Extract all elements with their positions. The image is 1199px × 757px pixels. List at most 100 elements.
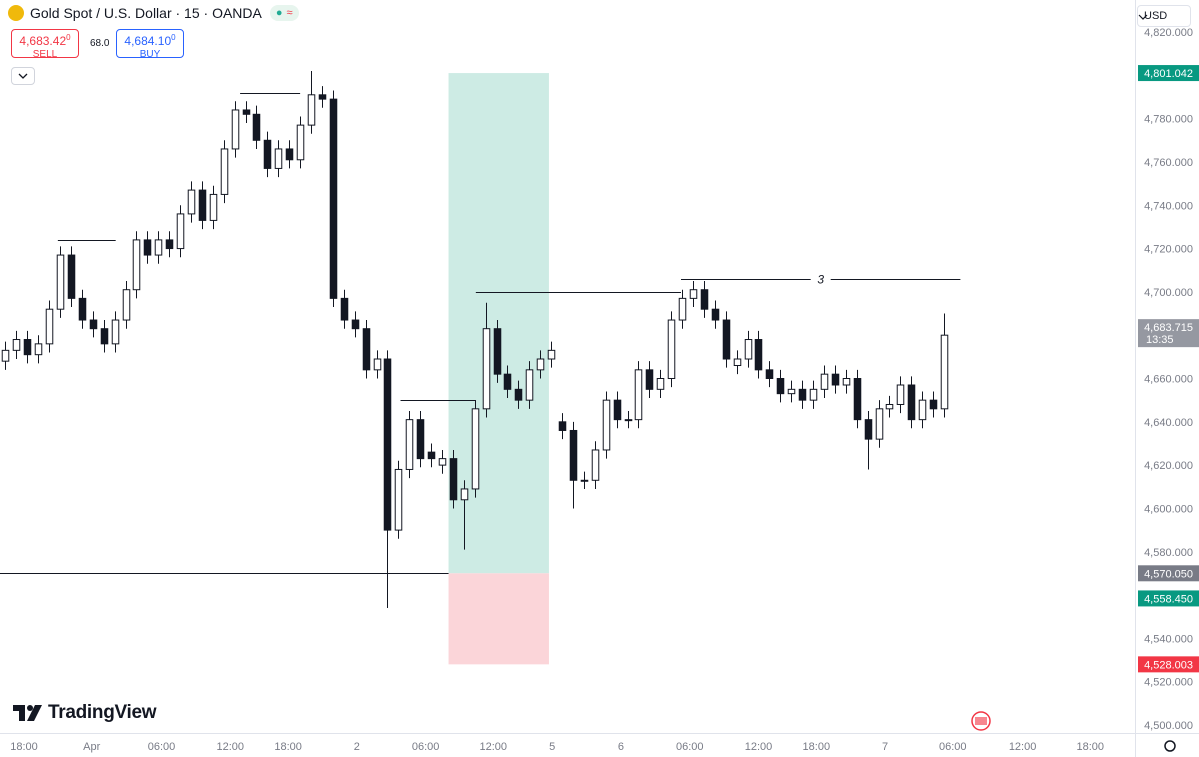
candle-body [667, 319, 676, 380]
candle-body [34, 343, 43, 356]
candle-body [242, 109, 251, 115]
candle-body [176, 213, 185, 250]
price-label-bg [1138, 319, 1199, 348]
level-label: 3 [817, 273, 824, 287]
x-tick-label: 12:00 [745, 741, 773, 753]
x-tick-label: Apr [83, 741, 100, 753]
y-tick-label: 4,820.000 [1144, 27, 1193, 39]
candle-body [798, 388, 807, 401]
candle-body [634, 369, 643, 421]
candle-body [744, 339, 753, 360]
candle-body [318, 94, 327, 100]
buy-fraction: 0 [171, 33, 176, 42]
brand-logo[interactable]: TradingView [13, 702, 157, 724]
candle-body [602, 399, 611, 451]
y-tick-label: 4,740.000 [1144, 200, 1193, 212]
symbol-icon [8, 5, 24, 21]
candle-body [154, 239, 163, 256]
candle-body [252, 113, 261, 141]
y-tick-label: 4,640.000 [1144, 417, 1193, 429]
candle-body [853, 378, 862, 421]
x-tick-label: 5 [549, 741, 555, 753]
sell-price: 4,683.42 [19, 34, 67, 48]
candle-body [285, 148, 294, 161]
price-label: 4,558.450 [1144, 593, 1193, 605]
candle-body [89, 319, 98, 330]
price-label: 4,683.715 [1144, 322, 1193, 334]
candle-body [831, 373, 840, 386]
y-tick-label: 4,700.000 [1144, 287, 1193, 299]
candle-body [198, 189, 207, 221]
symbol-title[interactable]: Gold Spot / U.S. Dollar · 15 · OANDA [30, 5, 262, 21]
candle-body [460, 488, 469, 501]
candle-body [820, 373, 829, 390]
candle-body [67, 254, 76, 299]
price-label: 4,570.050 [1144, 568, 1193, 580]
candle-body [809, 388, 818, 401]
candle-body [907, 384, 916, 421]
candle-body [187, 189, 196, 215]
x-tick-label: 12:00 [480, 741, 508, 753]
candle-body [711, 308, 720, 321]
candle-body [765, 369, 774, 379]
x-tick-label: 6 [618, 741, 624, 753]
candle-body [896, 384, 905, 405]
candle-body [558, 421, 567, 431]
candle-body [678, 297, 687, 321]
flag-stripes [975, 717, 987, 725]
candle-body [864, 419, 873, 440]
x-tick-label: 7 [882, 741, 888, 753]
candle-body [449, 458, 458, 501]
y-tick-label: 4,780.000 [1144, 114, 1193, 126]
x-tick-label: 18:00 [10, 741, 38, 753]
currency: USD [1144, 10, 1168, 22]
candle-body [536, 358, 545, 371]
buy-button[interactable]: 4,684.100 BUY [116, 29, 184, 60]
candle-body [929, 399, 938, 410]
chevron [1138, 14, 1148, 20]
y-tick-label: 4,720.000 [1144, 244, 1193, 256]
candle-body [111, 319, 120, 345]
currency-select[interactable]: USD [1137, 5, 1191, 27]
sell-fraction: 0 [66, 33, 71, 42]
candle-body [122, 289, 131, 321]
candle-body [143, 239, 152, 256]
candle-body [624, 419, 633, 422]
market-status[interactable]: ● ≈ [269, 5, 299, 21]
candle-body [56, 254, 65, 310]
candle-body [394, 468, 403, 531]
y-tick-label: 4,600.000 [1144, 503, 1193, 515]
y-tick-label: 4,520.000 [1144, 677, 1193, 689]
x-tick-label: 06:00 [148, 741, 176, 753]
candle-body [351, 319, 360, 330]
candle-body [722, 319, 731, 360]
candle-body [787, 388, 796, 395]
candle-body [132, 239, 141, 291]
price-label-time: 13:35 [1146, 334, 1174, 346]
symbol-header: Gold Spot / U.S. Dollar · 15 · OANDA ● ≈ [8, 5, 299, 21]
x-tick-label: 06:00 [676, 741, 704, 753]
candle-body [842, 378, 851, 386]
x-tick-label: 12:00 [1009, 741, 1037, 753]
candle-body [503, 373, 512, 390]
price-label-bg [1138, 65, 1199, 82]
candle-body [940, 334, 949, 410]
candle-body [78, 297, 87, 321]
candle-body [427, 451, 436, 460]
candle-body [373, 358, 382, 371]
buy-label: BUY [139, 49, 161, 60]
status-wave: ≈ [286, 7, 293, 19]
candle-body [482, 328, 491, 410]
candle-body [340, 297, 349, 321]
candle-body [405, 419, 414, 470]
collapse-button[interactable] [11, 67, 35, 85]
x-tick-label: 18:00 [1076, 741, 1104, 753]
sell-button[interactable]: 4,683.420 SELL [11, 29, 79, 60]
plot-area: 3 [0, 70, 961, 665]
position-loss [448, 573, 549, 665]
chevron [18, 73, 28, 79]
candle-body [580, 479, 589, 482]
candle-body [875, 408, 884, 440]
